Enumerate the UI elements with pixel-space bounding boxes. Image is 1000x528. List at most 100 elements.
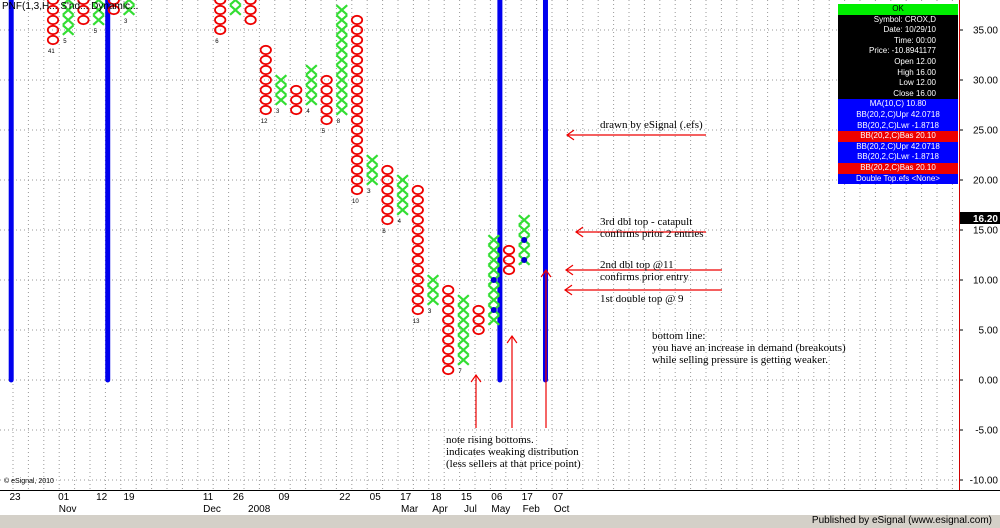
column-count-label: 12 xyxy=(261,119,268,125)
x-mark xyxy=(457,304,470,316)
o-column: 6 xyxy=(214,0,227,45)
o-mark xyxy=(442,314,455,326)
annotation-arrow xyxy=(564,264,722,276)
annotation-line: 1st double top @ 9 xyxy=(600,293,684,305)
annotation-rising-bottoms: note rising bottoms. indicates weaking di… xyxy=(446,434,581,470)
o-mark xyxy=(350,64,364,76)
copyright-notice: © eSignal, 2010 xyxy=(4,478,54,485)
x-mark xyxy=(426,274,440,286)
annotation-line: drawn by eSignal (.efs) xyxy=(600,119,703,131)
x-mark xyxy=(305,94,318,106)
o-mark xyxy=(244,0,257,6)
x-mark xyxy=(457,344,470,356)
price-tick-label: -5.00 xyxy=(975,426,998,437)
arrow-head xyxy=(506,334,518,344)
month-label: 2008 xyxy=(248,504,271,515)
chart-title: PNF(1,3,H... S'nd... Dynamic... xyxy=(2,1,139,12)
o-mark xyxy=(214,0,227,6)
date-tick-label: 17 xyxy=(522,492,534,503)
o-column xyxy=(442,284,455,376)
column-count-label: 3 xyxy=(428,309,432,315)
date-tick-label: 26 xyxy=(233,492,245,503)
x-mark xyxy=(457,294,470,306)
x-column: 4 xyxy=(305,64,318,115)
annotation-efs: drawn by eSignal (.efs) xyxy=(600,119,703,131)
annotation-second-double-top: 2nd dbl top @11 confirms prior entry xyxy=(600,259,689,283)
x-mark xyxy=(335,104,348,116)
annotation-line: while selling pressure is getting weaker… xyxy=(652,354,828,366)
price-tick-label: -10.00 xyxy=(970,476,999,487)
x-mark xyxy=(92,0,105,6)
x-mark xyxy=(62,24,75,36)
annotation-line: confirms prior 2 entries xyxy=(600,228,704,240)
chart-plot: 41 5 5 3 6 12 3 4 5 8 10 3 6 4 13 3 7 xyxy=(0,0,960,490)
o-mark xyxy=(290,94,303,106)
o-mark xyxy=(350,174,364,186)
x-mark xyxy=(335,84,348,96)
month-label: Jul xyxy=(464,504,477,515)
x-mark xyxy=(62,0,75,6)
x-mark xyxy=(335,24,348,36)
annotation-line: indicates weaking distribution xyxy=(446,446,579,458)
info-row: Symbol: CROX,D xyxy=(838,14,958,26)
o-mark xyxy=(411,284,424,296)
x-mark xyxy=(487,234,500,246)
o-mark xyxy=(259,94,272,106)
x-mark xyxy=(335,74,348,86)
o-mark xyxy=(350,164,364,176)
info-row: BB(20,2,C)Bas 20.10 xyxy=(838,162,958,174)
o-mark xyxy=(411,204,424,216)
o-column xyxy=(290,84,303,116)
o-mark xyxy=(320,104,333,116)
annotation-arrow xyxy=(565,129,706,141)
o-mark xyxy=(442,354,455,366)
month-label: Mar xyxy=(401,504,419,515)
x-mark xyxy=(426,294,440,306)
o-mark xyxy=(472,314,485,326)
annotation-line: you have an increase in demand (breakout… xyxy=(652,342,846,354)
x-column: 3 xyxy=(122,0,136,25)
column-count-label: 41 xyxy=(48,49,55,55)
price-axis: -10.00 -5.00 0.00 5.00 10.00 15.00 20.00 25.00 3… xyxy=(960,0,1000,490)
x-column: 7 xyxy=(457,294,470,375)
info-row: Price: -10.8941177 xyxy=(838,46,958,57)
o-mark xyxy=(46,24,60,36)
annotation-line: bottom line: xyxy=(652,330,706,342)
o-mark xyxy=(46,14,60,26)
o-mark xyxy=(259,104,272,116)
o-mark xyxy=(77,0,90,6)
arrow-head xyxy=(540,268,552,278)
date-tick-label: 09 xyxy=(278,492,290,503)
o-mark xyxy=(350,154,364,166)
info-row: High 16.00 xyxy=(838,67,958,79)
column-count-label: 5 xyxy=(63,39,67,45)
o-mark xyxy=(502,244,516,256)
o-mark xyxy=(411,244,424,256)
info-row: MA(10,C) 10.80 xyxy=(838,99,958,110)
o-mark xyxy=(290,84,303,96)
column-count-label: 7 xyxy=(458,369,462,375)
o-mark xyxy=(77,14,90,26)
cursor-info-window: OK Symbol: CROX,D Date: 10/29/10 Time: 00:0… xyxy=(838,4,958,185)
x-mark xyxy=(396,174,409,186)
arrow-head xyxy=(564,264,574,276)
o-mark xyxy=(472,324,485,336)
o-mark xyxy=(442,364,455,376)
x-mark xyxy=(122,4,136,16)
o-column: 5 xyxy=(320,74,333,135)
o-mark xyxy=(411,184,424,196)
price-tick-label: 25.00 xyxy=(973,126,998,137)
o-column: 13 xyxy=(411,184,424,325)
x-mark xyxy=(518,214,531,226)
x-mark xyxy=(366,154,379,166)
annotation-arrow xyxy=(506,334,518,428)
annotation-line: 2nd dbl top @11 xyxy=(600,259,674,271)
o-column xyxy=(244,0,257,26)
info-row: OK xyxy=(838,4,958,15)
x-mark xyxy=(229,0,242,6)
o-mark xyxy=(46,4,60,16)
x-mark xyxy=(457,324,470,336)
column-count-label: 6 xyxy=(215,39,219,45)
o-mark xyxy=(350,94,364,106)
